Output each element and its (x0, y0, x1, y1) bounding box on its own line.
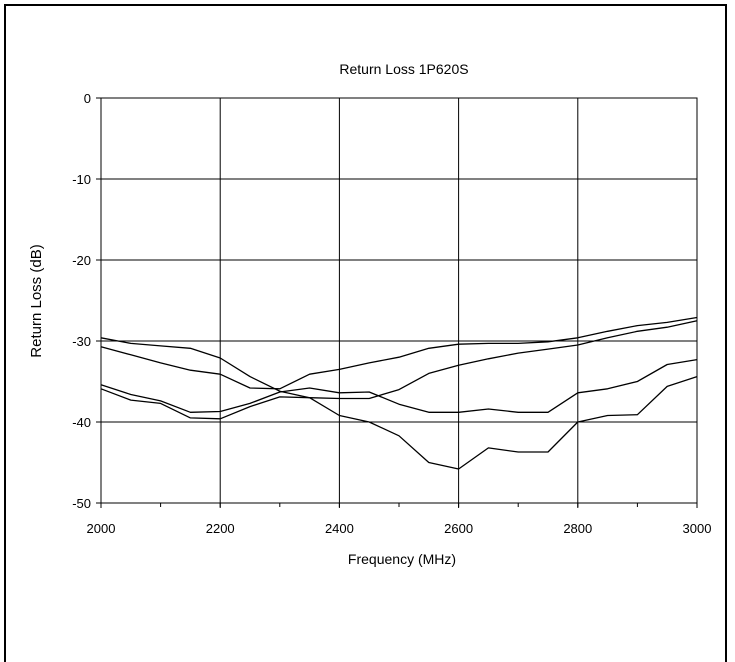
series-line-1 (100, 320, 698, 400)
x-tick-label: 2000 (87, 521, 116, 536)
chart-title: Return Loss 1P620S (339, 61, 468, 77)
x-axis-label: Frequency (MHz) (348, 551, 456, 567)
y-tick-label: -50 (72, 496, 91, 511)
series-line-4 (100, 375, 698, 470)
x-tick-label: 2600 (444, 521, 473, 536)
y-axis-label: Return Loss (dB) (28, 244, 45, 357)
x-gridlines (100, 98, 698, 508)
x-tick-label: 3000 (683, 521, 712, 536)
y-tick-label: -40 (72, 415, 91, 430)
y-tick-label: -20 (72, 253, 91, 268)
series-line-2 (100, 316, 698, 390)
y-axis-ticks: 0 -10 -20 -30 -40 -50 (72, 91, 91, 511)
x-tick-label: 2800 (563, 521, 592, 536)
x-tick-label: 2200 (206, 521, 235, 536)
y-gridlines (96, 97, 697, 504)
series-lines (100, 316, 698, 470)
y-tick-label: -30 (72, 334, 91, 349)
y-tick-label: 0 (84, 91, 91, 106)
figure-frame (4, 4, 727, 662)
plot-area (100, 97, 698, 504)
series-line-3 (100, 358, 698, 413)
x-tick-label: 2400 (325, 521, 354, 536)
y-tick-label: -10 (72, 172, 91, 187)
x-axis-ticks: 2000 2200 2400 2600 2800 3000 (87, 503, 712, 536)
